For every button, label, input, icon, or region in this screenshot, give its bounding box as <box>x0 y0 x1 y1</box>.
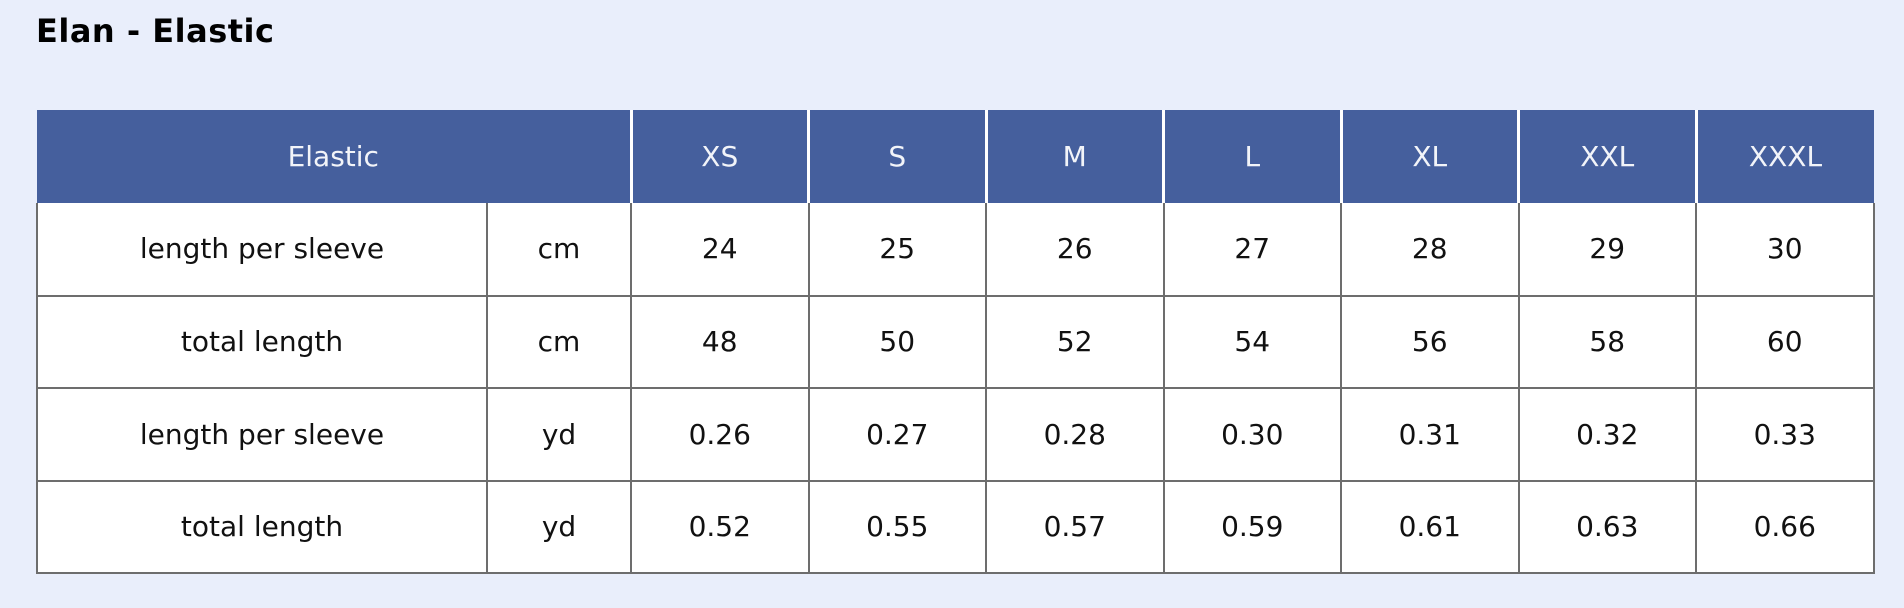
table-row: total length cm 48 50 52 54 56 58 60 <box>36 294 1875 389</box>
value-cell: 0.28 <box>985 387 1165 482</box>
size-chart-table: Elastic XS S M L XL XXL XXXL length per … <box>36 110 1875 574</box>
value-cell: 56 <box>1340 294 1520 389</box>
header-cell-size-xs: XS <box>629 110 809 203</box>
value-cell: 0.66 <box>1695 479 1875 574</box>
header-cell-size-xxl: XXL <box>1517 110 1696 203</box>
header-cell-size-s: S <box>807 110 986 203</box>
value-cell: 0.27 <box>807 387 987 482</box>
page-title: Elan - Elastic <box>36 12 275 50</box>
table-row: length per sleeve yd 0.26 0.27 0.28 0.30… <box>36 387 1875 482</box>
value-cell: 0.61 <box>1340 479 1520 574</box>
row-unit-cell: cm <box>486 203 632 297</box>
value-cell: 0.55 <box>807 479 987 574</box>
header-row: Elastic XS S M L XL XXL XXXL <box>37 110 1874 203</box>
value-cell: 0.59 <box>1162 479 1342 574</box>
row-unit-cell: yd <box>486 479 632 574</box>
header-cell-size-xl: XL <box>1339 110 1519 203</box>
row-label-cell: length per sleeve <box>36 203 488 297</box>
value-cell: 29 <box>1517 203 1697 297</box>
value-cell: 25 <box>807 203 987 297</box>
value-cell: 24 <box>630 203 810 297</box>
value-cell: 52 <box>985 294 1165 389</box>
table-row: total length yd 0.52 0.55 0.57 0.59 0.61… <box>36 479 1875 574</box>
value-cell: 0.63 <box>1517 479 1697 574</box>
row-label-cell: total length <box>36 294 488 389</box>
value-cell: 0.33 <box>1695 387 1875 482</box>
value-cell: 58 <box>1517 294 1697 389</box>
value-cell: 0.52 <box>630 479 810 574</box>
row-label-cell: length per sleeve <box>36 387 488 482</box>
value-cell: 0.32 <box>1517 387 1697 482</box>
header-cell-size-l: L <box>1162 110 1341 203</box>
value-cell: 28 <box>1340 203 1520 297</box>
header-cell-size-m: M <box>984 110 1164 203</box>
value-cell: 0.26 <box>630 387 810 482</box>
value-cell: 0.30 <box>1162 387 1342 482</box>
value-cell: 27 <box>1162 203 1342 297</box>
value-cell: 50 <box>807 294 987 389</box>
header-cell-size-xxxl: XXXL <box>1694 110 1874 203</box>
value-cell: 54 <box>1162 294 1342 389</box>
value-cell: 30 <box>1695 203 1875 297</box>
value-cell: 0.31 <box>1340 387 1520 482</box>
row-label-cell: total length <box>36 479 488 574</box>
table-row: length per sleeve cm 24 25 26 27 28 29 3… <box>36 203 1875 297</box>
header-cell-group: Elastic <box>37 110 631 203</box>
row-unit-cell: yd <box>486 387 632 482</box>
row-unit-cell: cm <box>486 294 632 389</box>
value-cell: 60 <box>1695 294 1875 389</box>
value-cell: 26 <box>985 203 1165 297</box>
value-cell: 48 <box>630 294 810 389</box>
value-cell: 0.57 <box>985 479 1165 574</box>
